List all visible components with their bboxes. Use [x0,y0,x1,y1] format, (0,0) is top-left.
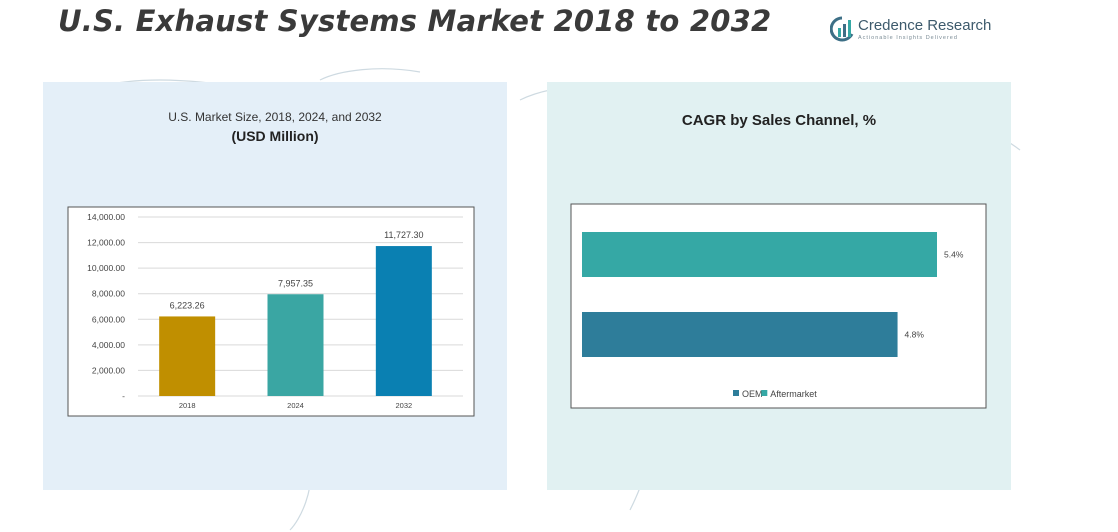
legend-swatch-oem [733,390,739,396]
y-tick-label: 4,000.00 [92,340,125,350]
page-title: U.S. Exhaust Systems Market 2018 to 2032 [58,4,772,38]
x-tick-label: 2018 [179,401,196,410]
y-tick-label: 2,000.00 [92,365,125,375]
y-tick-label: - [122,391,125,401]
market-size-chart-unit: (USD Million) [231,128,319,144]
cagr-chart-title: CAGR by Sales Channel, % [681,112,877,129]
y-tick-label: 14,000.00 [87,212,125,222]
x-tick-label: 2032 [395,401,412,410]
logo-name: Credence Research [858,17,992,34]
bar-value-label: 11,727.30 [384,230,423,240]
market-size-panel: U.S. Market Size, 2018, 2024, and 2032 (… [43,82,507,490]
cagr-bar-oem [582,312,898,357]
cagr-bar-aftermarket [582,232,937,277]
legend-swatch-aftermarket [761,390,768,396]
cagr-value-label: 4.8% [905,330,925,340]
cagr-value-label: 5.4% [944,250,964,260]
y-tick-label: 12,000.00 [87,238,125,248]
y-tick-label: 8,000.00 [92,289,125,299]
market-size-chart-title: U.S. Market Size, 2018, 2024, and 2032 [168,110,382,124]
bar-value-label: 7,957.35 [278,278,313,288]
y-tick-label: 6,000.00 [92,314,125,324]
legend-label: Aftermarket [770,389,817,399]
y-tick-label: 10,000.00 [87,263,125,273]
market-size-bar-chart: - 2,000.00 4,000.00 6,000.00 8,000.00 10,000.… [67,206,475,417]
legend-label: OEM [742,389,763,399]
bar-2032 [375,246,432,396]
logo-tagline: Actionable Insights Delivered [858,35,958,41]
bar-value-label: 6,223.26 [170,300,205,310]
credence-logo-icon [830,16,854,42]
cagr-bar-chart: 5.4% 4.8% OEM Aftermarket [570,203,987,409]
bar-2024 [267,294,324,396]
bar-2018 [159,316,216,396]
cagr-panel: CAGR by Sales Channel, % 5.4% 4.8% OEM Aft… [547,82,1011,490]
x-tick-label: 2024 [287,401,304,410]
